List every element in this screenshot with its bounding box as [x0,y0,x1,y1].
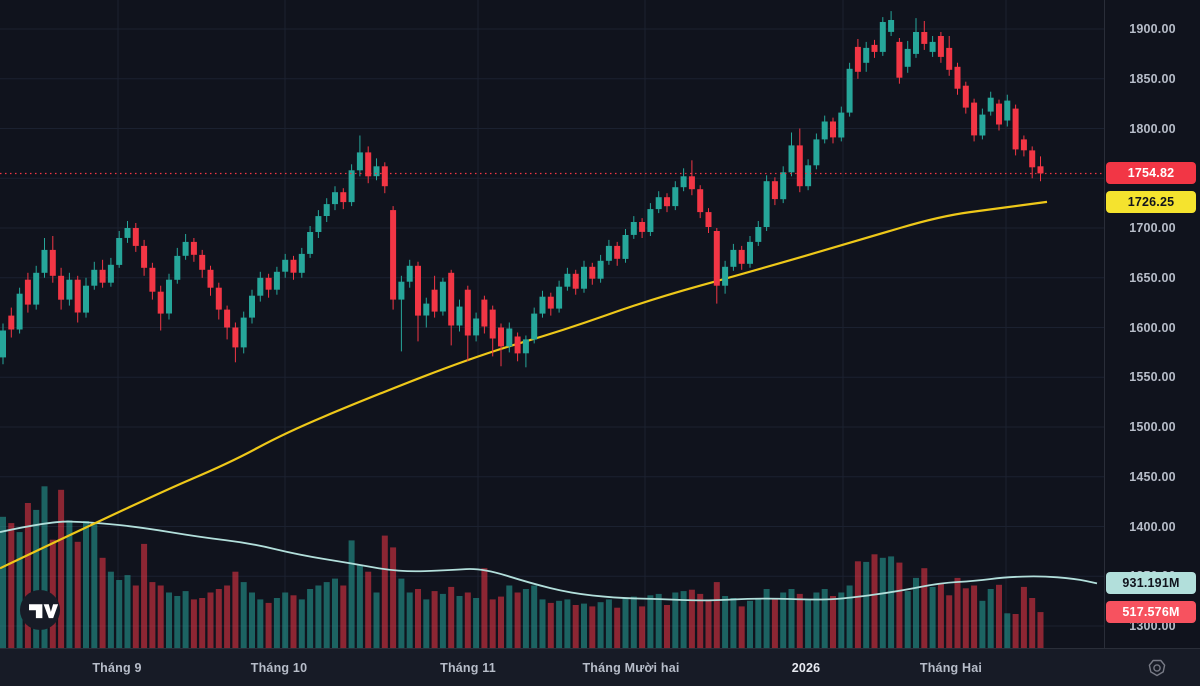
time-axis-label: 2026 [791,660,821,675]
last-price-badge: 1754.82 [1106,162,1196,185]
time-axis-separator [0,648,1200,649]
chart-plot-area[interactable] [0,0,1104,648]
price-axis-label: 1600.00 [1129,320,1176,335]
price-axis-label: 1650.00 [1129,270,1176,285]
price-axis-separator [1104,0,1105,655]
volume-value-badge: 517.576M [1106,601,1196,624]
tradingview-logo-icon [19,589,61,631]
time-axis-label: Tháng Hai [919,660,983,675]
gear-icon [1148,659,1166,677]
ma-value-badge: 1726.25 [1106,190,1196,213]
yellow-ma-line [0,200,1048,570]
time-axis-settings-button[interactable] [1143,654,1171,682]
time-axis[interactable]: Tháng 9 Tháng 10 Tháng 11 Tháng Mười hai 202… [0,649,1200,686]
volume-bars [0,486,1044,648]
tradingview-logo[interactable] [19,589,61,631]
time-axis-label: Tháng 11 [440,660,496,675]
price-axis-label: 1700.00 [1129,221,1176,235]
price-axis-label: 1500.00 [1129,420,1176,434]
volume-ma-line [0,520,1098,602]
price-axis-label: 1550.00 [1129,370,1176,385]
price-axis[interactable]: 1900.00 1850.00 1800.00 1700.00 1650.00 1600.… [1105,0,1200,648]
candles [0,11,1044,368]
time-axis-label: Tháng Mười hai [582,660,680,675]
price-axis-label: 1850.00 [1129,71,1176,86]
price-axis-label: 1800.00 [1129,121,1176,136]
price-axis-label: 1450.00 [1129,469,1176,484]
time-axis-label: Tháng 9 [92,660,142,675]
time-axis-label: Tháng 10 [250,660,308,675]
volume-ma-badge: 931.191M [1106,572,1196,595]
price-axis-label: 1900.00 [1129,22,1176,36]
grid [0,0,1104,648]
price-axis-label: 1400.00 [1129,519,1176,534]
